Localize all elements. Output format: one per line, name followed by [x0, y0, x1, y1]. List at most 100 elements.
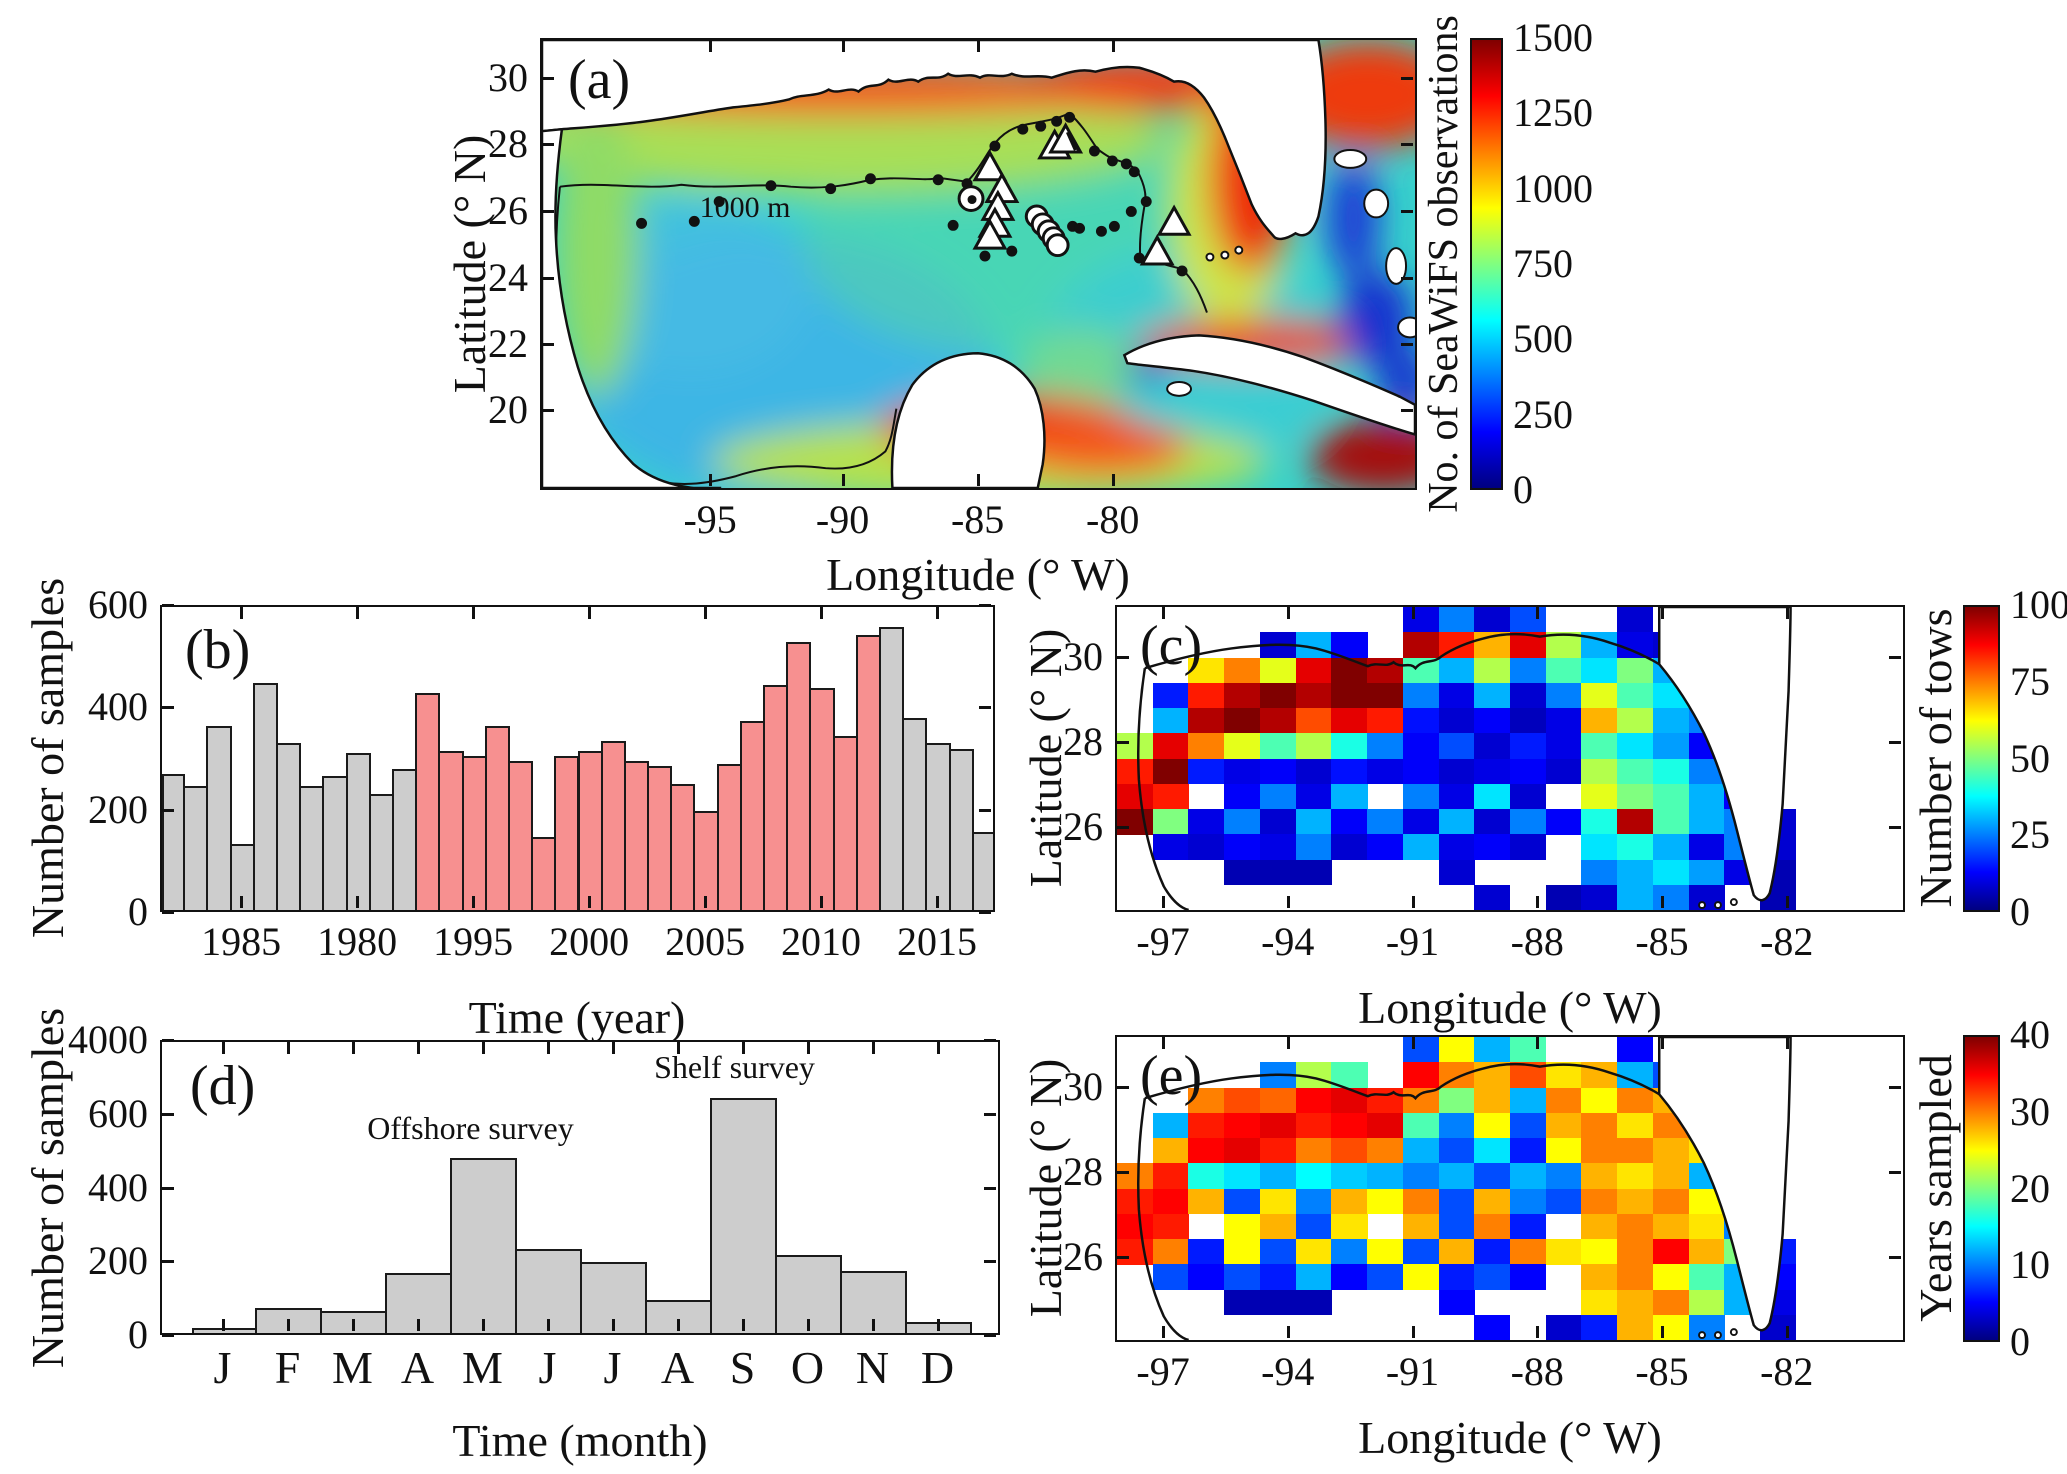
station-dot — [1017, 123, 1029, 135]
heatmap-cell — [1402, 758, 1440, 785]
heatmap-cell — [1438, 834, 1475, 860]
y-tick-mark — [1401, 276, 1413, 280]
year-bar — [855, 634, 882, 910]
heatmap-cell — [1438, 1163, 1475, 1189]
panel-b-letter: (b) — [185, 619, 251, 681]
heatmap-cell — [1331, 834, 1368, 860]
panel-c-map — [1115, 605, 1905, 912]
x-tick-mark — [1660, 1326, 1664, 1338]
heatmap-cell — [1188, 1188, 1225, 1215]
heatmap-cell — [1224, 682, 1261, 709]
y-tick-mark — [1401, 143, 1413, 147]
x-tick-mark — [1162, 607, 1166, 619]
heatmap-cell — [1188, 682, 1225, 709]
y-tick-mark — [1117, 655, 1129, 659]
x-tick-label: J — [538, 1342, 557, 1393]
heatmap-cell — [1438, 1188, 1475, 1215]
station-dot — [636, 217, 648, 229]
y-tick-mark — [1401, 409, 1413, 413]
heatmap-cell — [1152, 1213, 1189, 1240]
y-tick-label: 30 — [1063, 1063, 1103, 1109]
colorbar-tick-label: 100 — [2010, 582, 2067, 627]
triangle-stripe — [1065, 131, 1078, 151]
panel-b-xlabel: Time (year) — [468, 992, 686, 1043]
y-tick-mark — [984, 1039, 996, 1042]
heatmap-cell — [1259, 1289, 1297, 1316]
x-tick-label: N — [855, 1342, 890, 1393]
station-dot — [1108, 220, 1120, 232]
panel-c-xlabel: Longitude (° W) — [1358, 982, 1662, 1033]
y-tick-mark — [1117, 1170, 1129, 1174]
y-tick-mark — [1889, 740, 1901, 744]
heatmap-cell — [1152, 1163, 1189, 1189]
heatmap-cell — [1295, 733, 1332, 759]
year-bar — [438, 750, 464, 910]
heatmap-cell — [1188, 758, 1225, 785]
heatmap-cell — [1331, 783, 1368, 810]
heatmap-cell — [1188, 657, 1225, 684]
heatmap-cell — [1331, 1188, 1368, 1215]
panel-e-xlabel: Longitude (° W) — [1358, 1412, 1662, 1463]
heatmap-cell — [1617, 1112, 1654, 1139]
heatmap-cell — [1402, 682, 1440, 709]
heatmap-cell — [1474, 783, 1511, 810]
heatmap-cell — [1652, 1163, 1690, 1189]
station-dot — [1095, 225, 1107, 237]
x-tick-label: J — [603, 1342, 622, 1393]
x-tick-mark — [841, 474, 845, 486]
heatmap-cell — [1474, 884, 1511, 910]
x-tick-mark — [1660, 607, 1664, 619]
heatmap-cell — [1402, 809, 1440, 835]
heatmap-cell — [1510, 809, 1547, 835]
panel-e-colorbar-label: Years sampled — [1910, 1054, 1961, 1322]
station-dot — [688, 215, 700, 227]
y-tick-label: 4000 — [68, 1017, 148, 1062]
heatmap-cell — [1545, 1087, 1582, 1114]
heatmap-cell — [1331, 1138, 1368, 1164]
heatmap-cell — [1581, 1163, 1618, 1189]
panel-c-letter: (c) — [1140, 615, 1203, 677]
month-bar — [450, 1158, 517, 1333]
x-tick-label: -91 — [1385, 919, 1440, 964]
x-tick-mark — [1411, 896, 1415, 908]
heatmap-cell — [1581, 682, 1618, 709]
heatmap-cell — [1510, 682, 1547, 709]
heatmap-cell — [1224, 733, 1261, 759]
heatmap-cell — [1438, 708, 1475, 734]
x-tick-label: O — [790, 1342, 825, 1393]
x-tick-mark — [481, 1319, 485, 1331]
year-bar — [206, 725, 232, 910]
heatmap-cell — [1474, 1314, 1511, 1340]
x-tick-label: -90 — [815, 497, 870, 542]
heatmap-cell — [1474, 1188, 1511, 1215]
y-tick-mark — [1889, 655, 1901, 659]
heatmap-cell — [1438, 1264, 1475, 1290]
station-dot — [825, 183, 837, 195]
heatmap-cell — [1295, 783, 1332, 810]
x-tick-label: -82 — [1760, 919, 1814, 964]
heatmap-cell — [1402, 1138, 1440, 1164]
heatmap-cell — [1295, 809, 1332, 835]
x-tick-label: 2010 — [781, 919, 862, 964]
heatmap-cell — [1259, 859, 1297, 886]
heatmap-cell — [1545, 809, 1582, 835]
heatmap-cell — [1545, 1163, 1582, 1189]
heatmap-cell — [1581, 733, 1618, 759]
x-tick-mark — [1785, 607, 1789, 619]
x-tick-mark — [1536, 896, 1540, 908]
heatmap-cell — [1617, 1163, 1654, 1189]
heatmap-cell — [1402, 708, 1440, 734]
heatmap-cell — [1652, 758, 1690, 785]
heatmap-cell — [1295, 1087, 1332, 1114]
x-tick-mark — [351, 1319, 355, 1331]
station-dot — [1074, 222, 1086, 234]
y-tick-label: 28 — [1063, 718, 1103, 764]
panel-b-ylabel: Number of samples — [22, 577, 73, 939]
x-tick-mark — [416, 1042, 420, 1054]
y-tick-label: 200 — [88, 786, 148, 832]
heatmap-cell — [1402, 1163, 1440, 1189]
heatmap-cell — [1474, 758, 1511, 785]
heatmap-cell — [1259, 708, 1297, 734]
heatmap-cell — [1688, 1289, 1725, 1316]
heatmap-cell — [1652, 1264, 1690, 1290]
